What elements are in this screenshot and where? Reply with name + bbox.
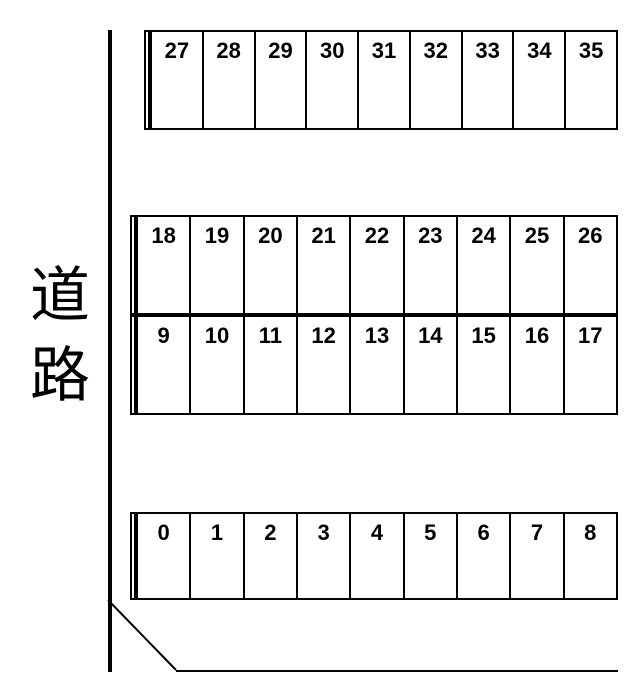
parking-slot: 19 — [189, 217, 242, 313]
boundary-diagonal — [106, 598, 178, 672]
parking-row: 91011121314151617 — [136, 315, 618, 415]
parking-slot: 31 — [357, 32, 409, 128]
parking-row: 272829303132333435 — [150, 30, 618, 130]
parking-slot: 34 — [512, 32, 564, 128]
parking-slot: 1 — [189, 514, 242, 598]
parking-slot: 14 — [403, 317, 456, 413]
parking-slot: 7 — [509, 514, 562, 598]
parking-slot: 0 — [138, 514, 189, 598]
parking-slot: 8 — [563, 514, 616, 598]
parking-slot: 16 — [509, 317, 562, 413]
parking-slot: 13 — [349, 317, 402, 413]
parking-slot: 18 — [138, 217, 189, 313]
parking-slot: 33 — [461, 32, 513, 128]
parking-slot: 11 — [243, 317, 296, 413]
parking-slot: 22 — [349, 217, 402, 313]
road-label-bottom: 路 — [30, 340, 90, 412]
parking-row: 181920212223242526 — [136, 215, 618, 315]
parking-slot: 35 — [564, 32, 616, 128]
parking-slot: 2 — [243, 514, 296, 598]
parking-slot: 20 — [243, 217, 296, 313]
parking-slot: 12 — [296, 317, 349, 413]
parking-slot: 27 — [152, 32, 202, 128]
parking-slot: 3 — [296, 514, 349, 598]
parking-slot: 10 — [189, 317, 242, 413]
parking-slot: 30 — [305, 32, 357, 128]
parking-slot: 32 — [409, 32, 461, 128]
road-label-top: 道 — [30, 260, 90, 332]
parking-slot: 15 — [456, 317, 509, 413]
parking-row: 012345678 — [136, 512, 618, 600]
parking-slot: 26 — [563, 217, 616, 313]
parking-slot: 28 — [202, 32, 254, 128]
road-line — [108, 30, 112, 672]
row-left-nub — [130, 215, 136, 315]
parking-diagram: 道路27282930313233343518192021222324252691… — [0, 0, 635, 690]
parking-slot: 23 — [403, 217, 456, 313]
row-left-nub — [144, 30, 150, 130]
row-left-nub — [130, 512, 136, 600]
parking-slot: 5 — [403, 514, 456, 598]
parking-slot: 24 — [456, 217, 509, 313]
row-left-nub — [130, 315, 136, 415]
parking-slot: 29 — [254, 32, 306, 128]
parking-slot: 4 — [349, 514, 402, 598]
parking-slot: 25 — [509, 217, 562, 313]
boundary-line — [176, 670, 618, 672]
parking-slot: 21 — [296, 217, 349, 313]
parking-slot: 9 — [138, 317, 189, 413]
parking-slot: 6 — [456, 514, 509, 598]
parking-slot: 17 — [563, 317, 616, 413]
